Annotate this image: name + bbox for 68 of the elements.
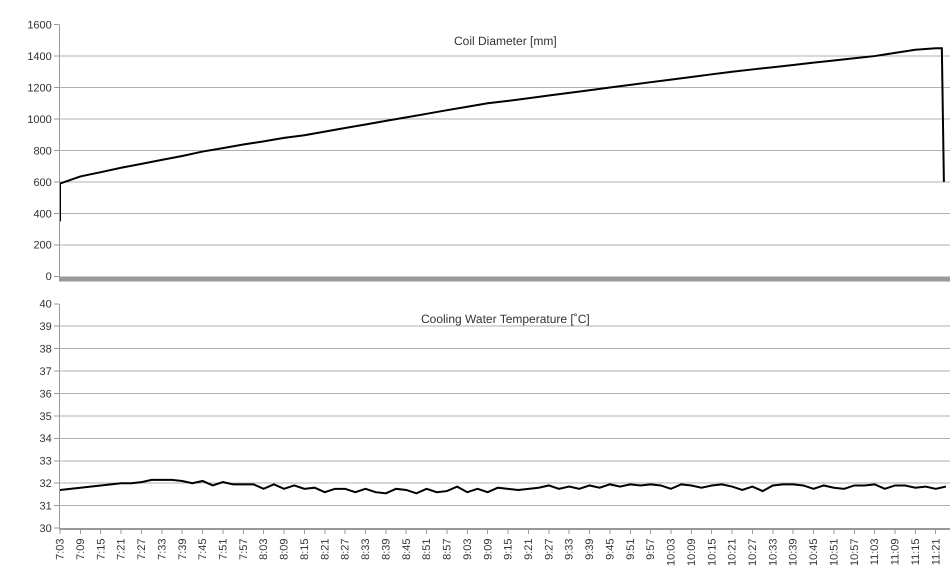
x-tick-label: 11:21 bbox=[930, 538, 942, 566]
y-tick-label: 40 bbox=[40, 298, 52, 311]
x-tick-label: 7:45 bbox=[197, 538, 210, 560]
x-tick-label: 8:39 bbox=[380, 538, 392, 560]
line-series bbox=[60, 47, 945, 222]
x-tick-label: 9:45 bbox=[604, 538, 616, 560]
text: Cooling Water Temperature [˚C] bbox=[421, 312, 590, 326]
x-tick-label: 9:15 bbox=[502, 538, 515, 560]
x-tick-label: 10:09 bbox=[686, 538, 698, 566]
y-tick-label: 36 bbox=[40, 388, 52, 400]
x-tick-label: 7:39 bbox=[176, 538, 189, 560]
x-tick-label: 9:39 bbox=[584, 538, 596, 560]
y-tick-label: 1600 bbox=[27, 19, 52, 32]
line-series bbox=[60, 478, 947, 494]
y-tick-label: 400 bbox=[33, 208, 52, 220]
x-tick-label: 8:15 bbox=[298, 538, 311, 560]
y-tick-label: 38 bbox=[40, 343, 52, 356]
x-tick-label: 11:03 bbox=[869, 538, 882, 566]
y-tick-label: 33 bbox=[40, 456, 52, 468]
y-tick-label: 1400 bbox=[27, 50, 52, 63]
x-tick-label: 8:33 bbox=[360, 538, 372, 560]
y-tick-label: 1200 bbox=[27, 82, 52, 94]
x-tick-label: 9:09 bbox=[482, 538, 494, 560]
y-tick-label: 34 bbox=[40, 433, 52, 446]
x-tick-label: 9:27 bbox=[543, 538, 556, 560]
y-tick-label: 32 bbox=[40, 478, 52, 490]
x-tick-label: 9:51 bbox=[624, 538, 637, 560]
x-tick-label: 10:15 bbox=[706, 538, 718, 566]
y-tick-label: 37 bbox=[40, 366, 52, 378]
y-tick-label: 39 bbox=[40, 321, 52, 334]
y-tick-label: 1000 bbox=[27, 114, 52, 126]
x-tick-label: 8:57 bbox=[442, 538, 454, 560]
x-tick-label: 7:33 bbox=[156, 538, 168, 560]
x-tick-label: 8:51 bbox=[421, 538, 434, 560]
x-tick-label: 10:51 bbox=[828, 538, 840, 566]
x-tick-label: 10:45 bbox=[808, 538, 820, 566]
x-tick-label: 10:21 bbox=[726, 538, 739, 566]
x-tick-label: 7:51 bbox=[218, 538, 230, 560]
x-tick-label: 8:21 bbox=[319, 538, 332, 560]
y-tick-label: 31 bbox=[40, 500, 52, 513]
x-tick-label: 9:57 bbox=[645, 538, 658, 560]
x-tick-label: 8:45 bbox=[400, 538, 413, 560]
text: Coil Diameter [mm] bbox=[454, 34, 557, 48]
x-tick-label: 7:15 bbox=[95, 538, 108, 560]
x-tick-label: 10:57 bbox=[848, 538, 861, 566]
x-tick-label: 10:03 bbox=[666, 538, 678, 566]
y-tick-label: 600 bbox=[33, 176, 52, 189]
x-tick-label: 7:57 bbox=[238, 538, 250, 560]
x-tick-label: 7:21 bbox=[116, 538, 128, 560]
x-tick-label: 10:39 bbox=[788, 538, 800, 566]
y-tick-label: 35 bbox=[40, 410, 52, 423]
x-tick-label: 8:27 bbox=[340, 538, 352, 560]
x-tick-label: 10:27 bbox=[747, 538, 760, 566]
x-tick-label: 9:33 bbox=[564, 538, 576, 560]
y-tick-label: 200 bbox=[33, 240, 52, 252]
y-tick-label: 30 bbox=[40, 522, 52, 535]
x-tick-label: 8:09 bbox=[278, 538, 291, 560]
x-tick-label: 7:27 bbox=[136, 538, 148, 560]
y-tick-label: 0 bbox=[46, 271, 52, 284]
x-tick-label: 7:09 bbox=[74, 538, 87, 560]
x-tick-label: 7:03 bbox=[54, 538, 67, 560]
x-tick-label: 9:03 bbox=[462, 538, 474, 560]
x-tick-label: 8:03 bbox=[258, 538, 270, 560]
x-tick-label: 11:09 bbox=[890, 538, 902, 566]
x-tick-label: 10:33 bbox=[767, 538, 780, 566]
x-tick-label: 11:15 bbox=[910, 538, 922, 566]
y-tick-label: 800 bbox=[33, 145, 52, 158]
x-tick-label: 9:21 bbox=[522, 538, 535, 560]
